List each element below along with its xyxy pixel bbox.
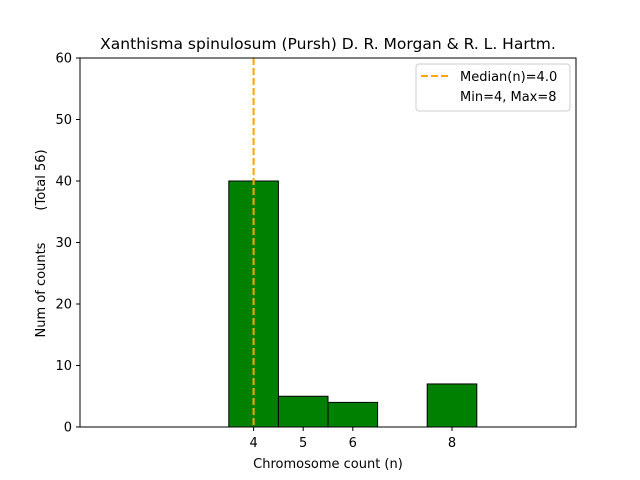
chart-title: Xanthisma spinulosum (Pursh) D. R. Morga…	[100, 35, 556, 53]
y-tick-label: 0	[64, 421, 72, 436]
y-tick-label: 50	[55, 113, 72, 128]
x-tick-label: 8	[448, 436, 456, 451]
bars-layer	[228, 180, 478, 428]
x-tick-label: 6	[349, 436, 357, 451]
bar-n-8	[426, 383, 478, 428]
plot-frame	[79, 57, 577, 428]
x-axis-label: Chromosome count (n)	[253, 457, 403, 472]
x-ticks: 4 5 6 8	[249, 427, 456, 451]
y-ticks: 0 10 20 30 40 50 60	[55, 52, 80, 436]
bar-n-6	[327, 401, 379, 428]
x-tick-label: 5	[299, 436, 307, 451]
legend-box	[415, 63, 571, 112]
y-tick-label: 10	[55, 359, 72, 374]
y-tick-label: 60	[55, 52, 72, 67]
x-tick-label: 4	[249, 436, 257, 451]
legend: Median(n)=4.0 Min=4, Max=8	[415, 63, 571, 112]
y-tick-label: 30	[55, 236, 72, 251]
y-tick-label: 40	[55, 175, 72, 190]
legend-median-label: Median(n)=4.0	[460, 70, 557, 85]
y-axis-label: Num of counts	[34, 242, 49, 337]
bar-n-5	[277, 395, 329, 428]
y-axis-total-label: (Total 56)	[34, 149, 49, 210]
legend-minmax-label: Min=4, Max=8	[460, 90, 557, 105]
y-tick-label: 20	[55, 298, 72, 313]
